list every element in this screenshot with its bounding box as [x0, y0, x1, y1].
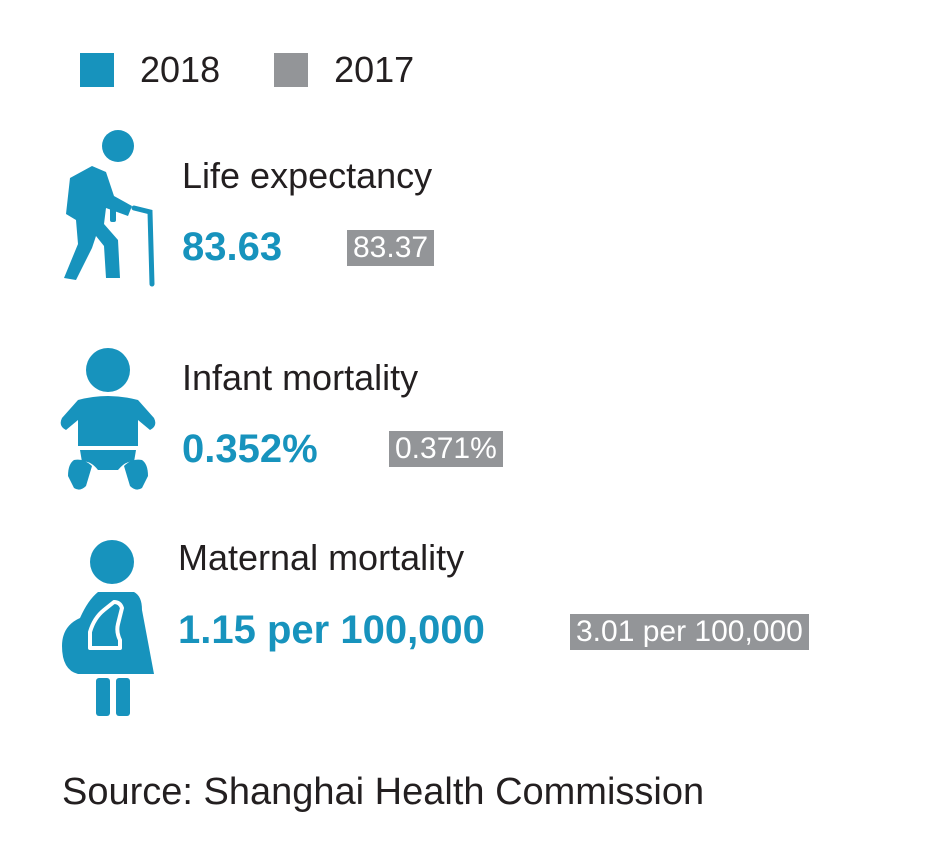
legend-swatch-2017 [274, 53, 309, 87]
legend-label-2018: 2018 [140, 49, 221, 90]
value-2017-maternal-mortality: 3.01 per 100,000 [570, 614, 809, 650]
elderly-person-with-cane-icon [64, 130, 155, 287]
legend: 2018 2017 [80, 52, 468, 88]
metric-label-life-expectancy: Life expectancy [182, 155, 433, 196]
value-2017-infant-mortality: 0.371% [389, 431, 503, 467]
source-note: Source: Shanghai Health Commission [62, 771, 705, 813]
metric-label-infant-mortality: Infant mortality [182, 357, 419, 398]
baby-icon [60, 348, 156, 490]
legend-item-2018: 2018 [80, 52, 220, 88]
legend-item-2017: 2017 [274, 52, 414, 88]
value-2017-life-expectancy: 83.37 [347, 230, 435, 266]
value-2018-infant-mortality: 0.352% [182, 427, 318, 471]
value-2018-maternal-mortality: 1.15 per 100,000 [178, 608, 485, 652]
legend-label-2017: 2017 [334, 49, 415, 90]
value-2018-life-expectancy: 83.63 [182, 225, 283, 269]
legend-swatch-2018 [80, 53, 114, 87]
pregnant-woman-icon [62, 540, 154, 716]
metric-label-maternal-mortality: Maternal mortality [178, 537, 465, 578]
